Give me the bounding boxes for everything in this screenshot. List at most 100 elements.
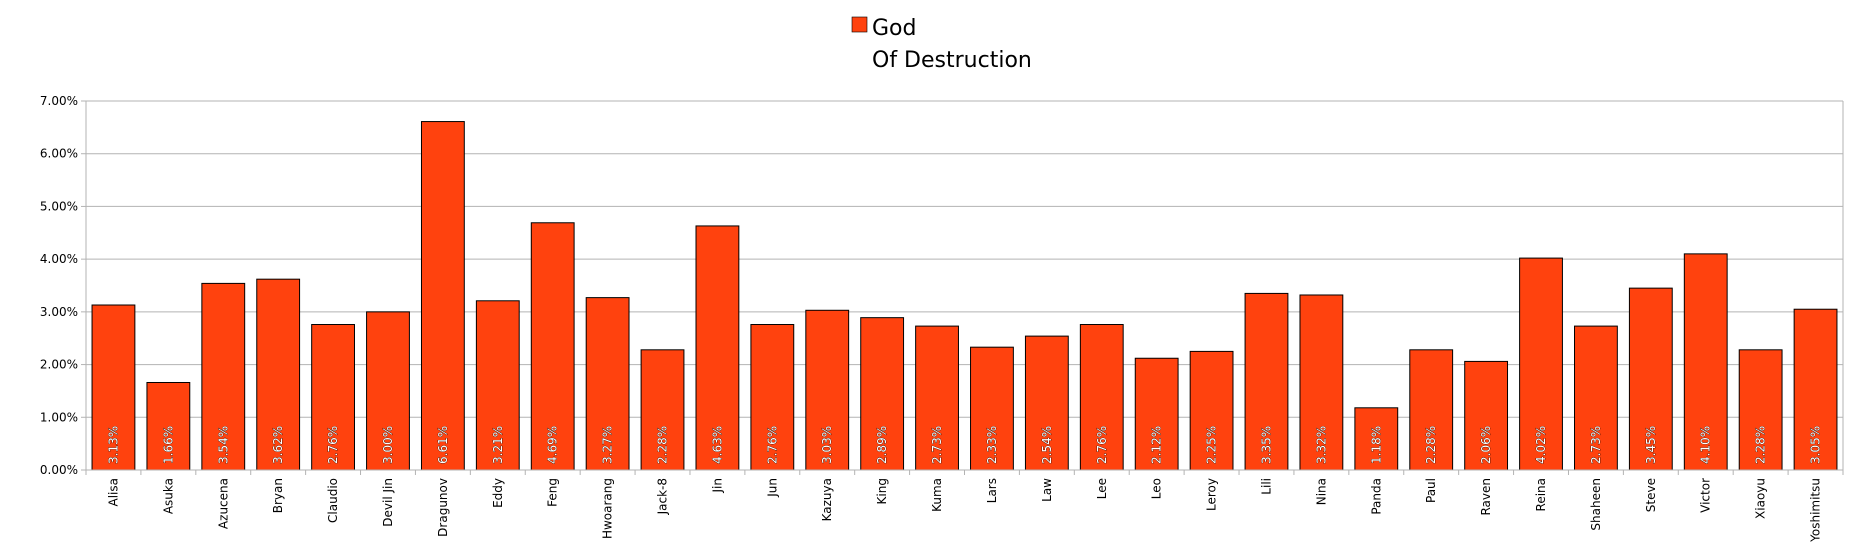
bar [1683, 253, 1728, 471]
x-tick-label: Leroy [1205, 478, 1219, 511]
bar [1519, 257, 1563, 471]
bar [1354, 407, 1399, 471]
data-label: 6.61% [436, 426, 450, 464]
data-label: 4.02% [1534, 426, 1548, 464]
y-tick-label: 4.00% [40, 252, 78, 266]
y-tick-label: 0.00% [40, 463, 78, 477]
bar [1134, 357, 1179, 471]
bar [585, 297, 630, 471]
y-tick-label: 2.00% [40, 358, 78, 372]
y-tick-label: 3.00% [40, 305, 78, 319]
x-tick-label: Jun [765, 478, 779, 498]
data-label: 3.54% [216, 426, 230, 464]
x-tick-label: Eddy [491, 478, 505, 508]
y-axis: 0.00% 1.00% 2.00% 3.00% 4.00% 5.00% 6.00% 7.00% [40, 94, 86, 477]
data-label: 4.69% [546, 426, 560, 464]
x-tick-label: Azucena [216, 478, 230, 529]
data-label: 2.28% [1424, 426, 1438, 464]
bar [1189, 350, 1234, 471]
data-label: 2.28% [1754, 426, 1768, 464]
x-tick-label: Panda [1369, 478, 1383, 515]
x-tick-label: Raven [1479, 478, 1493, 516]
data-label: 2.76% [765, 426, 779, 464]
bar [1628, 287, 1673, 471]
data-label: 2.12% [1150, 426, 1164, 464]
data-label: 1.18% [1369, 426, 1383, 464]
x-tick-label: Bryan [271, 478, 285, 513]
legend-label-line2: Of Destruction [872, 48, 1032, 73]
data-label: 2.54% [1040, 426, 1054, 464]
data-label: 3.00% [381, 426, 395, 464]
legend-swatch [851, 16, 868, 33]
data-label: 2.89% [875, 426, 889, 464]
data-label: 3.32% [1314, 426, 1328, 464]
x-tick-label: Law [1040, 478, 1054, 502]
x-tick-label: Reina [1534, 478, 1548, 511]
x-tick-label: Lili [1259, 478, 1273, 495]
data-label: 2.73% [930, 426, 944, 464]
bar [1079, 324, 1124, 471]
x-tick-label: Leo [1150, 478, 1164, 499]
bar [640, 349, 685, 471]
data-label: 3.03% [820, 426, 834, 464]
data-label: 2.33% [985, 426, 999, 464]
bar [1244, 292, 1289, 471]
bar [91, 304, 136, 471]
data-label: 1.66% [161, 426, 175, 464]
x-tick-label: Lee [1095, 478, 1109, 499]
data-label: 4.10% [1699, 426, 1713, 464]
x-tick-label: Jin [710, 478, 724, 493]
x-tick-label: Paul [1424, 478, 1438, 503]
bar [530, 222, 575, 471]
data-label: 2.73% [1589, 426, 1603, 464]
bar [860, 317, 905, 471]
x-tick-label: Steve [1644, 478, 1658, 512]
x-tick-label: Lars [985, 478, 999, 503]
bar [695, 225, 740, 471]
data-label: 3.05% [1809, 426, 1823, 464]
y-tick-label: 1.00% [40, 410, 78, 424]
x-tick-label: Nina [1314, 478, 1328, 505]
bar [1024, 335, 1069, 471]
bar [1574, 325, 1618, 471]
x-tick-label: Xiaoyu [1754, 478, 1768, 519]
x-tick-label: Kuma [930, 478, 944, 512]
data-label: 3.62% [271, 426, 285, 464]
legend: God Of Destruction [851, 16, 1032, 73]
legend-label-line1: God [872, 16, 916, 41]
x-axis: Alisa Asuka Azucena Bryan Claudio Devil Jin Dr… [85, 469, 1844, 543]
bar [805, 309, 850, 471]
data-label: 2.25% [1205, 426, 1219, 464]
x-tick-label: Dragunov [436, 478, 450, 537]
bar [475, 300, 520, 471]
x-tick-label: Asuka [161, 478, 175, 514]
bar [366, 311, 410, 471]
data-label: 3.45% [1644, 426, 1658, 464]
bar [311, 324, 355, 471]
x-tick-label: Jack-8 [656, 478, 670, 515]
x-tick-label: King [875, 478, 889, 504]
y-tick-label: 5.00% [40, 199, 78, 213]
x-tick-label: Claudio [326, 478, 340, 523]
x-tick-label: Victor [1699, 478, 1713, 513]
data-label: 2.28% [656, 426, 670, 464]
bar [256, 278, 301, 471]
x-tick-label: Hwoarang [601, 478, 615, 539]
data-label: 2.06% [1479, 426, 1493, 464]
x-tick-label: Feng [546, 478, 560, 507]
bar [420, 121, 465, 471]
x-tick-label: Alisa [106, 478, 120, 506]
bars [91, 121, 1838, 471]
data-label: 2.76% [1095, 426, 1109, 464]
data-label: 3.35% [1259, 426, 1273, 464]
bar [146, 381, 191, 471]
y-tick-label: 7.00% [40, 94, 78, 108]
x-tick-label: Devil Jin [381, 478, 395, 527]
bar [915, 325, 959, 471]
data-label: 2.76% [326, 426, 340, 464]
bar [1738, 349, 1783, 471]
bar [750, 324, 795, 471]
bar [1409, 349, 1454, 471]
data-label: 3.27% [601, 426, 615, 464]
